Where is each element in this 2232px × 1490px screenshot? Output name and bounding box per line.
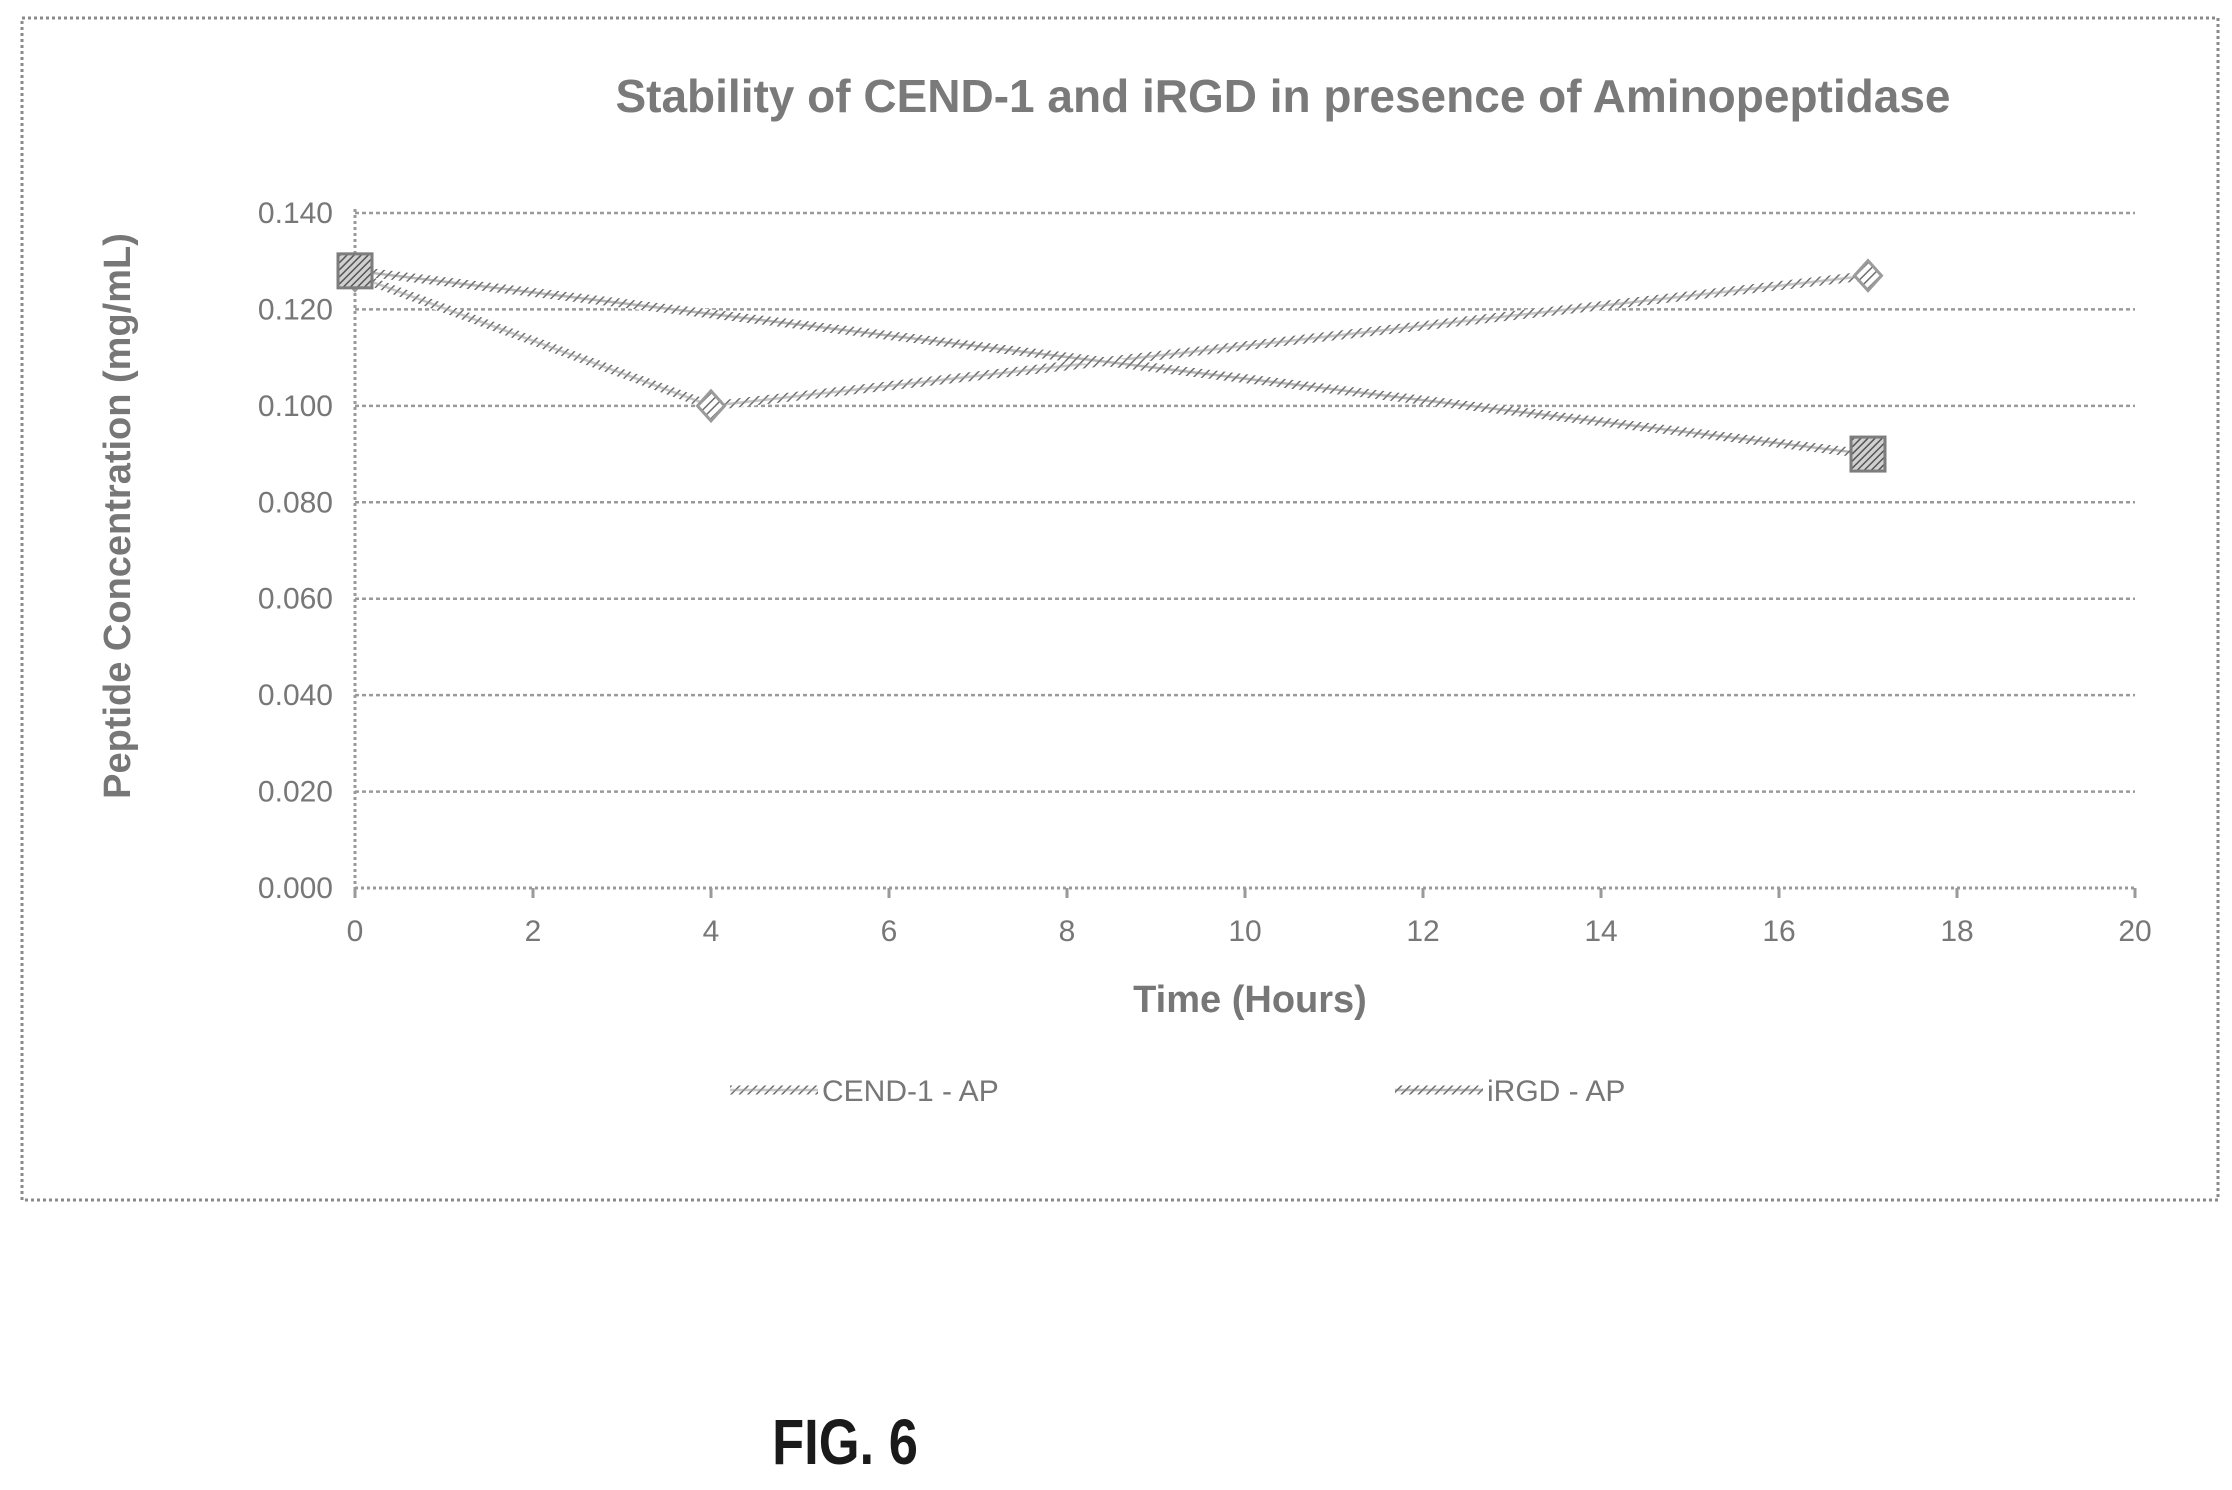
x-axis-label: Time (Hours) — [1133, 979, 1367, 1021]
chart-title: Stability of CEND-1 and iRGD in presence… — [615, 70, 1950, 122]
y-tick-label: 0.080 — [258, 486, 333, 519]
x-tick-label: 8 — [1059, 915, 1076, 948]
y-tick-label: 0.060 — [258, 583, 333, 616]
legend-label: iRGD - AP — [1487, 1075, 1625, 1108]
y-tick-label: 0.020 — [258, 776, 333, 809]
x-tick-label: 4 — [703, 915, 720, 948]
data-point-square — [336, 252, 374, 290]
data-point-diamond — [1852, 258, 1884, 293]
data-point-square — [1849, 435, 1887, 473]
x-tick-label: 14 — [1584, 915, 1617, 948]
axes-layer — [353, 209, 2137, 898]
legend-item: iRGD - AP — [1395, 1075, 1625, 1108]
y-tick-label: 0.000 — [258, 872, 333, 905]
legend-item: CEND-1 - AP — [730, 1075, 999, 1108]
chart-frame — [20, 16, 2220, 1202]
y-tick-labels: 0.000 0.020 0.040 0.060 0.080 0.100 0.120 0.140 — [258, 197, 333, 905]
figure-label: FIG. 6 — [772, 1406, 918, 1478]
grid-layer — [355, 211, 2135, 793]
series-line-core — [354, 269, 1869, 456]
legend-label: CEND-1 - AP — [822, 1075, 999, 1108]
x-tick-label: 2 — [525, 915, 542, 948]
y-axis-label: Peptide Concentration (mg/mL) — [97, 233, 139, 799]
y-tick-label: 0.040 — [258, 679, 333, 712]
x-tick-label: 12 — [1406, 915, 1439, 948]
data-point-diamond — [695, 388, 727, 424]
y-tick-label: 0.100 — [258, 390, 333, 423]
legend: CEND-1 - AP iRGD - AP — [730, 1075, 1625, 1108]
x-tick-label: 18 — [1940, 915, 1973, 948]
series-layer — [336, 252, 1887, 473]
y-tick-label: 0.140 — [258, 197, 333, 230]
x-tick-label: 0 — [347, 915, 364, 948]
y-tick-label: 0.120 — [258, 293, 333, 326]
x-tick-label: 6 — [881, 915, 898, 948]
series-irgd — [336, 252, 1887, 473]
x-tick-label: 16 — [1762, 915, 1795, 948]
x-tick-labels: 0 2 4 6 8 10 12 14 16 18 20 — [347, 915, 2152, 948]
x-tick-label: 20 — [2118, 915, 2151, 948]
x-tick-label: 10 — [1228, 915, 1261, 948]
